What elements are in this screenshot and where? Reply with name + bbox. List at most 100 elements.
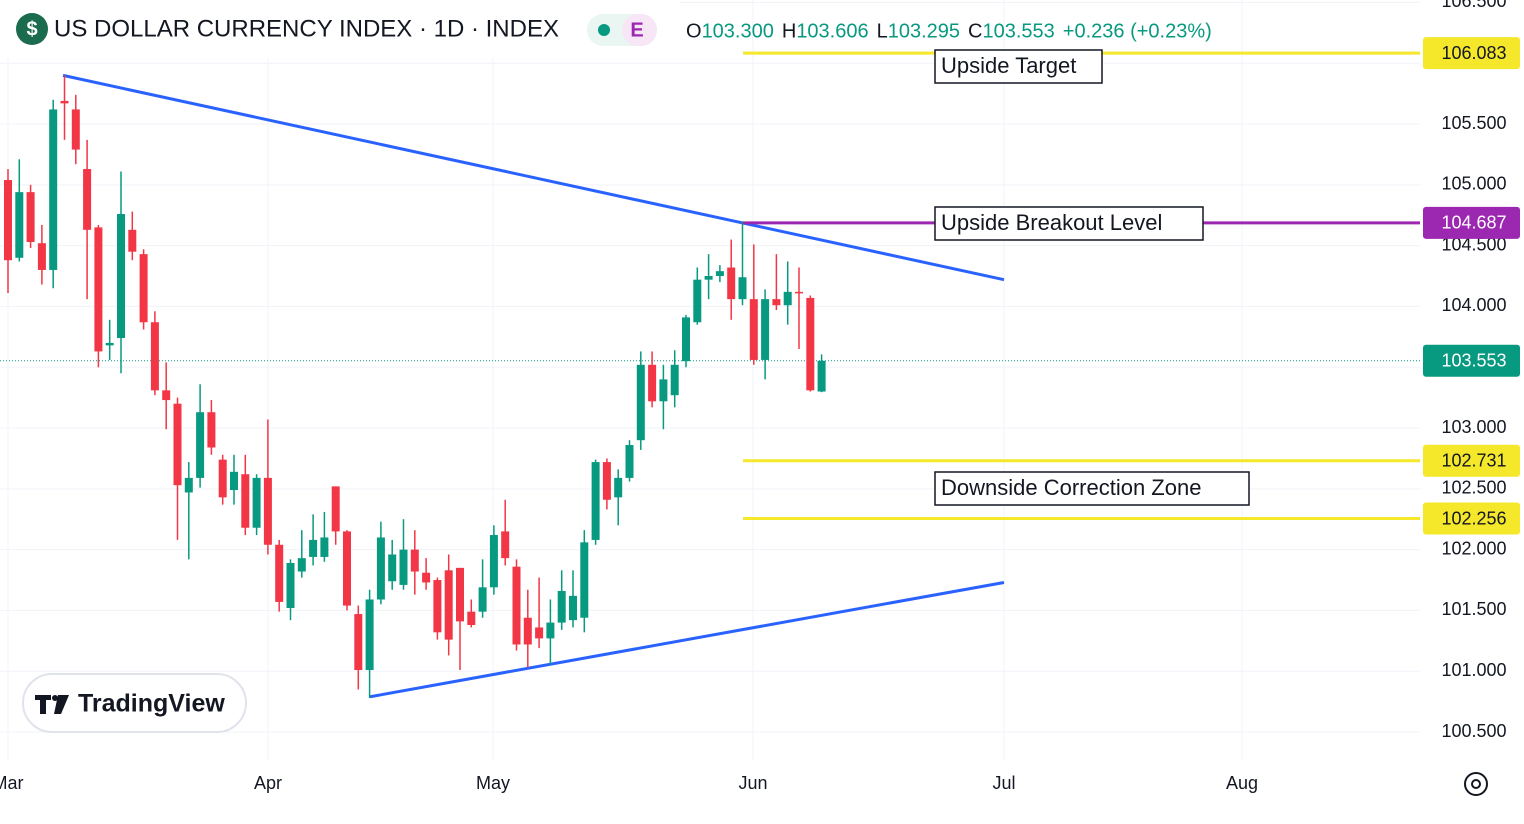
annotation: Upside Target bbox=[941, 53, 1076, 78]
candle-body bbox=[648, 364, 657, 402]
candle-body bbox=[297, 558, 306, 572]
symbol-icon-glyph: $ bbox=[26, 18, 37, 40]
candle-body bbox=[207, 412, 216, 448]
header: $ US DOLLAR CURRENCY INDEX · 1D · INDEX … bbox=[0, 0, 1212, 58]
candle-body bbox=[591, 462, 600, 540]
candle-body bbox=[275, 544, 284, 602]
candle-body bbox=[659, 379, 668, 402]
x-tick-label: May bbox=[476, 773, 510, 793]
candle-body bbox=[184, 477, 193, 493]
logo-dot bbox=[52, 695, 58, 701]
candle-body bbox=[693, 279, 702, 323]
settings-icon[interactable] bbox=[1464, 772, 1488, 796]
level-tag bbox=[1423, 444, 1520, 477]
ohlc-key: O bbox=[686, 20, 702, 42]
candle-body bbox=[105, 342, 114, 346]
candle-body bbox=[26, 192, 35, 242]
level-tag-label: 102.256 bbox=[1441, 508, 1506, 528]
level-tag bbox=[1423, 502, 1520, 535]
watermark: TradingView bbox=[22, 673, 247, 733]
ohlc-key: H bbox=[782, 20, 796, 42]
logo-icon bbox=[35, 695, 69, 714]
candle-body bbox=[331, 486, 340, 532]
x-tick-label: Apr bbox=[254, 773, 282, 793]
candle-body bbox=[49, 109, 58, 270]
candle-body bbox=[15, 192, 24, 258]
candle-body bbox=[410, 549, 419, 572]
candle-body bbox=[150, 322, 159, 391]
level-tag-label: 106.083 bbox=[1441, 43, 1506, 63]
y-tick-label: 104.000 bbox=[1441, 295, 1506, 315]
candle-body bbox=[614, 477, 623, 498]
x-tick-label: Jun bbox=[738, 773, 767, 793]
candle-body bbox=[433, 580, 442, 633]
candle-body bbox=[772, 299, 781, 306]
candle-body bbox=[489, 535, 498, 588]
candle-body bbox=[388, 554, 397, 582]
header-bg bbox=[0, 0, 680, 58]
settings[interactable] bbox=[1464, 772, 1488, 796]
candle-body bbox=[783, 291, 792, 306]
ohlc-value: 103.300 bbox=[702, 20, 774, 42]
candle-body bbox=[230, 471, 238, 491]
ohlc-key: L bbox=[877, 20, 888, 42]
y-tick-label: 100.500 bbox=[1441, 721, 1506, 741]
candle-body bbox=[128, 229, 137, 252]
y-tick-label: 101.000 bbox=[1441, 660, 1506, 680]
candle-body bbox=[173, 403, 182, 486]
ohlc-value: 103.295 bbox=[888, 20, 960, 42]
level-tag-label: 102.731 bbox=[1441, 450, 1506, 470]
candle-body bbox=[422, 572, 431, 583]
candle-body bbox=[727, 267, 736, 300]
candle-body bbox=[252, 477, 261, 528]
candle-body bbox=[557, 590, 566, 623]
candle-body bbox=[343, 531, 351, 606]
level-tag-label: 104.687 bbox=[1441, 213, 1506, 233]
candle-body bbox=[263, 477, 272, 545]
last-price-label: 103.553 bbox=[1441, 351, 1506, 371]
candle-body bbox=[569, 595, 577, 621]
market-dot bbox=[598, 24, 610, 36]
y-tick-label: 103.000 bbox=[1441, 417, 1506, 437]
candle-body bbox=[715, 271, 724, 277]
x-tick-label: Aug bbox=[1226, 773, 1258, 793]
annotation: Upside Breakout Level bbox=[941, 210, 1162, 235]
settings-icon-core[interactable] bbox=[1471, 779, 1481, 789]
candle-body bbox=[117, 214, 125, 339]
candle-body bbox=[309, 539, 318, 557]
x-tick-label: Mar bbox=[0, 773, 24, 793]
candle-body bbox=[682, 317, 690, 362]
y-tick-label: 105.000 bbox=[1441, 174, 1506, 194]
candle-body bbox=[456, 567, 464, 622]
candle-body bbox=[738, 277, 747, 300]
candle-body bbox=[625, 445, 634, 478]
candle-body bbox=[501, 531, 510, 559]
plot: 100.500 101.000 101.500 102.000 102.500 103.0… bbox=[0, 0, 1520, 793]
candle-body bbox=[139, 254, 148, 323]
trendline bbox=[62, 73, 1005, 282]
y-tick-label: 106.500 bbox=[1441, 0, 1506, 11]
logo-text: TradingView bbox=[78, 690, 225, 718]
candle-body bbox=[636, 364, 645, 441]
candle-body bbox=[320, 537, 329, 557]
candle-body bbox=[196, 412, 205, 478]
candle-body bbox=[580, 542, 589, 618]
candle-body bbox=[670, 364, 679, 396]
candle-body bbox=[94, 227, 103, 352]
candle-body bbox=[37, 243, 46, 270]
candle-body bbox=[749, 299, 758, 360]
candle-body bbox=[376, 537, 385, 600]
candle-body bbox=[83, 169, 92, 230]
candle-body bbox=[60, 100, 69, 104]
candle-body bbox=[444, 570, 453, 640]
ohlc-change: +0.236 (+0.23%) bbox=[1063, 20, 1212, 42]
candle-body bbox=[546, 622, 555, 639]
y-tick-label: 104.500 bbox=[1441, 234, 1506, 254]
candle-body bbox=[399, 549, 408, 585]
last-price-tag bbox=[1423, 344, 1520, 377]
ohlc-key: C bbox=[968, 20, 982, 42]
candle-body bbox=[704, 276, 713, 280]
candle-body bbox=[71, 109, 80, 150]
candle-body bbox=[241, 474, 250, 528]
